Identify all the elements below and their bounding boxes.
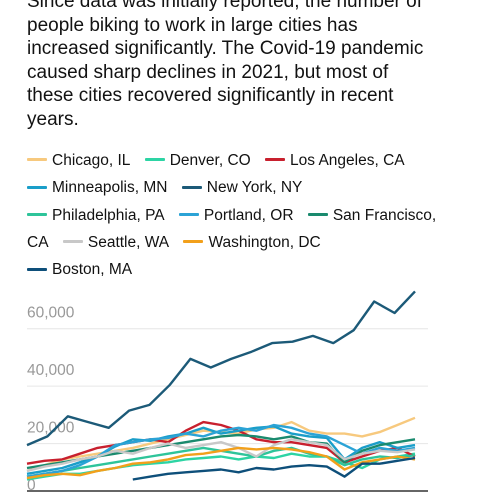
intro-paragraph: Since data was initially reported, the n… [27,0,424,130]
legend-swatch [27,267,47,271]
series-lines [26,290,416,481]
legend-item: New York, NY [181,179,303,197]
legend-swatch [144,158,165,162]
legend-item: Chicago, IL [27,152,130,169]
legend-swatch [62,240,83,244]
legend-item: Los Angeles, CA [265,152,405,169]
series-line [26,416,416,473]
y-tick-label: 0 [27,477,36,494]
legend-label: New York, NY [206,179,303,197]
legend-label: Los Angeles, CA [290,152,405,169]
legend-swatch [27,185,47,189]
legend-label: Washington, DC [208,233,321,251]
series-line [26,420,416,465]
series-line [26,423,416,478]
chart-legend: Chicago, IL Denver, CO Los Angeles, CA M… [27,147,437,283]
legend-swatch [178,213,199,216]
legend-item: Washington, DC [183,233,321,251]
y-axis-tick-labels: 60,000 40,000 20,000 0 [27,305,75,494]
legend-item: Philadelphia, PA [27,207,165,224]
legend-label: San Francisco, CA [27,206,437,251]
series-line [26,290,416,447]
legend-label: Philadelphia, PA [52,206,165,224]
legend-swatch [183,240,204,244]
legend-swatch [181,185,202,189]
legend-label: Seattle, WA [87,233,170,251]
legend-item: Minneapolis, MN [27,179,167,196]
series-line [26,438,416,473]
legend-label: Portland, OR [203,206,294,224]
legend-item: Boston, MA [27,261,132,278]
series-line [26,446,416,480]
legend-item: San Francisco, CA [27,207,436,251]
legend-swatch [265,158,286,162]
y-tick-label: 60,000 [27,305,75,322]
legend-swatch [307,213,328,216]
legend-label: Minneapolis, MN [52,179,168,197]
y-tick-label: 20,000 [27,420,75,437]
legend-swatch [27,158,47,162]
series-line [132,456,416,481]
legend-label: Boston, MA [52,261,133,279]
legend-label: Chicago, IL [52,152,131,169]
bike-commuters-line-chart: 60,000 40,000 20,000 0 [26,290,428,494]
legend-item: Denver, CO [144,152,251,169]
legend-label: Denver, CO [169,152,251,169]
y-tick-label: 40,000 [27,362,75,379]
legend-item: Portland, OR [178,206,294,224]
legend-swatch [27,213,47,216]
legend-item: Seattle, WA [62,233,170,251]
